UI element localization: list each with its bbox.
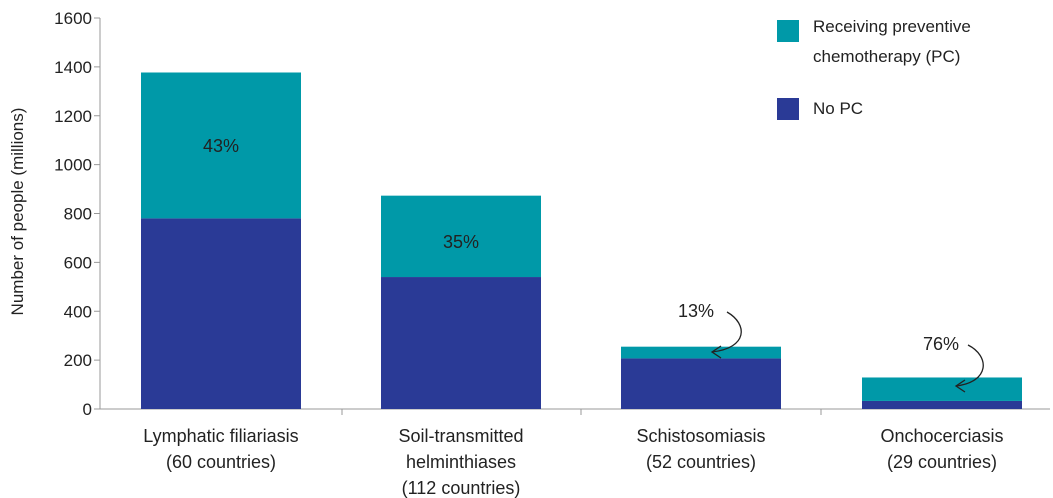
category-label: Onchocerciasis (880, 426, 1003, 446)
arrow-onchocerciasis (955, 344, 984, 387)
legend-swatch-no-pc (777, 98, 799, 120)
bar-receiving-pc (862, 377, 1022, 401)
bar-receiving-pc (141, 72, 301, 219)
y-tick-label: 400 (64, 302, 92, 321)
bar-receiving-pc (621, 346, 781, 359)
y-tick-label: 200 (64, 351, 92, 370)
bar-no-pc (621, 358, 781, 409)
arrow-schistosomiasis-head (710, 345, 722, 359)
arrow-onchocerciasis-head (954, 379, 966, 393)
category-label: Soil-transmitted (398, 426, 523, 446)
y-tick-label: 1400 (54, 58, 92, 77)
category-label: (52 countries) (646, 452, 756, 472)
category-label: (29 countries) (887, 452, 997, 472)
category-label: helminthiases (406, 452, 516, 472)
legend-label-receiving-pc: chemotherapy (PC) (813, 47, 960, 66)
arrow-schistosomiasis (711, 311, 742, 353)
y-tick-label: 600 (64, 253, 92, 272)
y-tick-label: 800 (64, 205, 92, 224)
y-tick-label: 0 (83, 400, 92, 419)
percent-label: 43% (203, 136, 239, 156)
percent-label: 76% (923, 334, 959, 354)
bar-receiving-pc (381, 195, 541, 278)
bar-no-pc (862, 400, 1022, 409)
legend-label-receiving-pc: Receiving preventive (813, 17, 971, 36)
legend-label-no-pc: No PC (813, 99, 863, 118)
y-tick-label: 1000 (54, 156, 92, 175)
category-label: Lymphatic filiariasis (143, 426, 298, 446)
category-label: (60 countries) (166, 452, 276, 472)
category-label: (112 countries) (402, 478, 521, 498)
bar-no-pc (381, 277, 541, 409)
y-axis-title: Number of people (millions) (8, 108, 27, 316)
percent-label: 35% (443, 232, 479, 252)
y-tick-label: 1200 (54, 107, 92, 126)
percent-label: 13% (678, 301, 714, 321)
category-label: Schistosomiasis (636, 426, 765, 446)
bar-no-pc (141, 218, 301, 409)
y-tick-label: 1600 (54, 9, 92, 28)
legend-swatch-receiving-pc (777, 20, 799, 42)
